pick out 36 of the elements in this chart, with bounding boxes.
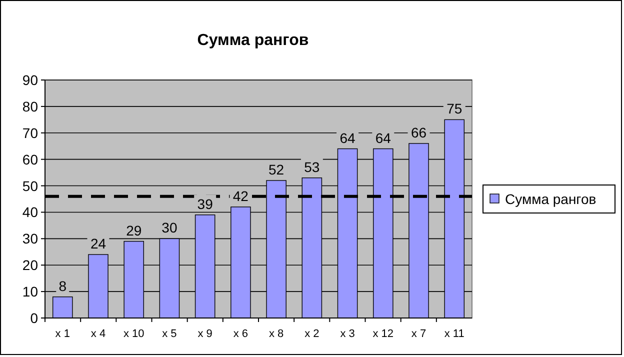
y-tick-label: 30 (22, 230, 38, 247)
y-tick-label: 90 (22, 72, 38, 88)
y-tick-label: 0 (30, 310, 38, 326)
x-tick-label: x 4 (90, 328, 106, 340)
x-tick-label: x 10 (123, 328, 144, 340)
x-tick-label: x 12 (372, 328, 394, 340)
data-label: 64 (340, 130, 356, 146)
data-label: 64 (375, 130, 392, 146)
data-label: 30 (162, 220, 178, 236)
y-tick-label: 40 (22, 204, 38, 220)
data-label: 66 (410, 124, 427, 140)
x-tick-label: x 6 (233, 328, 248, 340)
y-tick-label: 60 (22, 151, 38, 168)
data-label: 8 (58, 278, 67, 294)
x-tick-label: x 7 (411, 328, 426, 340)
x-tick-label: x 3 (340, 328, 355, 340)
y-tick-label: 50 (22, 178, 38, 194)
data-label: 52 (268, 161, 284, 178)
x-tick-label: x 2 (304, 328, 320, 340)
y-tick-label: 80 (22, 98, 38, 114)
legend-label: Сумма рангов (505, 191, 596, 207)
data-label: 75 (446, 100, 462, 117)
y-tick-label: 10 (22, 284, 38, 300)
x-tick-label: x 5 (162, 328, 177, 340)
y-tick-label: 70 (22, 124, 38, 141)
x-tick-label: x 8 (268, 328, 284, 340)
data-label: 53 (304, 158, 320, 175)
x-tick-label: x 9 (198, 328, 212, 340)
y-tick-label: 20 (22, 257, 38, 274)
chart-title: Сумма рангов (197, 32, 309, 49)
x-tick-label: x 1 (55, 328, 70, 340)
data-label: 39 (197, 196, 214, 212)
data-label: 29 (126, 222, 142, 238)
data-label: 42 (232, 188, 249, 204)
data-label: 24 (90, 236, 106, 252)
x-tick-label: x 11 (444, 328, 464, 340)
